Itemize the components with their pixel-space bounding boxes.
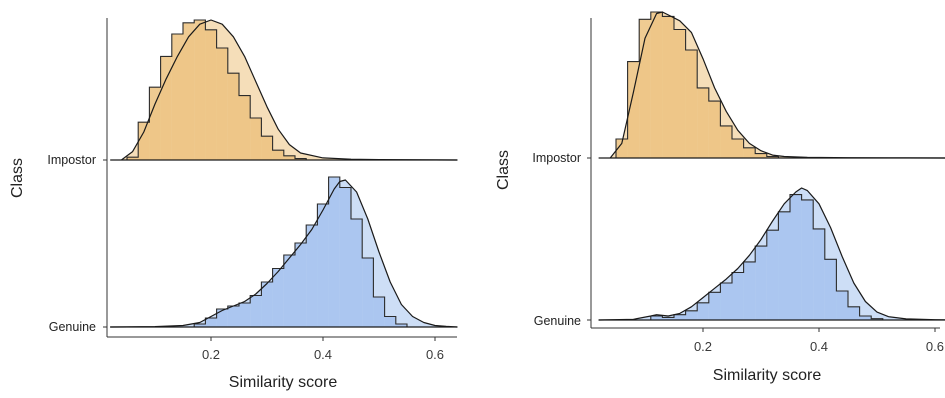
right-impostor-histogram-bar	[685, 50, 698, 158]
right-genuine-histogram-bar	[790, 194, 802, 320]
right-x-tick-label-0.6: 0.6	[926, 339, 944, 354]
right-panel: Similarity score Class Impostor Genuine …	[495, 11, 945, 384]
left-impostor-histogram-bar	[283, 155, 295, 160]
left-impostor-histogram-bar	[272, 150, 284, 160]
right-impostor-histogram-bar	[720, 125, 732, 158]
right-genuine-histogram-bar	[824, 259, 837, 320]
right-x-tick-label-0.4: 0.4	[810, 339, 828, 354]
right-genuine-histogram-bar	[650, 316, 663, 320]
right-genuine-histogram-bar	[732, 272, 744, 320]
left-category-label-impostor: Impostor	[47, 153, 96, 167]
left-genuine-histogram-bar	[328, 177, 340, 327]
left-impostor-histogram-bar	[205, 29, 217, 160]
right-impostor-histogram-bar	[708, 101, 721, 158]
right-genuine-histogram-bar	[813, 228, 825, 320]
left-impostor-histogram-bar	[149, 87, 161, 160]
left-x-tick-label-0.2: 0.2	[202, 347, 220, 362]
left-genuine-histogram-bar	[250, 295, 262, 327]
right-impostor-histogram-bar	[650, 12, 663, 158]
right-genuine-histogram-bar	[859, 316, 872, 320]
right-impostor-histogram-bar	[639, 19, 651, 158]
right-impostor-histogram-bar	[766, 156, 779, 158]
left-genuine-density-curve	[110, 179, 458, 328]
left-x-axis-title: Similarity score	[229, 374, 338, 391]
right-impostor-histogram-bar	[743, 147, 756, 158]
right-genuine-histogram-bar	[697, 302, 709, 320]
left-impostor-histogram-bar	[216, 48, 228, 160]
left-genuine-histogram-bar	[373, 297, 385, 327]
left-impostor-histogram-bar	[138, 122, 150, 160]
left-genuine-histogram-bar	[384, 316, 396, 327]
left-genuine-histogram-bar	[395, 324, 407, 327]
right-impostor-histogram-bar	[732, 139, 744, 158]
left-y-axis-title: Class	[9, 158, 26, 198]
right-genuine-histogram-outline	[650, 194, 884, 320]
left-genuine-histogram-bar	[295, 243, 307, 327]
right-genuine-histogram-bar	[801, 199, 814, 320]
left-impostor-histogram-bar	[171, 34, 183, 160]
left-impostor-histogram-bar	[250, 118, 262, 160]
right-genuine-histogram-bar	[766, 230, 779, 320]
left-impostor-histogram-bar	[261, 136, 273, 160]
left-impostor-density-curve	[121, 19, 458, 161]
right-category-label-genuine: Genuine	[534, 314, 581, 328]
right-category-label-impostor: Impostor	[532, 151, 581, 165]
right-impostor-histogram-bar	[674, 29, 686, 158]
left-impostor-histogram-bar	[239, 95, 251, 160]
right-genuine-histogram-bar	[720, 283, 732, 320]
right-genuine-histogram-bar	[662, 317, 674, 320]
right-impostor-histogram-bar	[627, 61, 640, 158]
left-genuine-histogram-bar	[283, 255, 295, 327]
left-genuine-histogram-bar	[272, 268, 284, 327]
right-impostor-histogram-bar	[755, 153, 767, 158]
right-impostor-histogram-bar	[616, 139, 628, 158]
right-genuine-histogram-bar	[871, 318, 883, 320]
right-x-axis-title: Similarity score	[713, 367, 822, 384]
left-impostor-histogram-bar	[227, 73, 239, 160]
left-impostor-histogram-bar	[127, 157, 139, 160]
right-genuine-histogram-bar	[708, 292, 721, 320]
left-genuine-histogram-bar	[205, 318, 217, 327]
left-genuine-histogram-bar	[227, 306, 239, 327]
left-genuine-histogram-bar	[261, 282, 273, 327]
left-impostor-histogram-bar	[160, 56, 172, 160]
right-genuine-histogram-bar	[755, 246, 767, 320]
left-genuine-histogram-bar	[351, 219, 363, 327]
left-impostor-histogram-outline	[126, 19, 307, 160]
left-impostor-histogram-bar	[295, 158, 307, 160]
right-genuine-histogram-bar	[743, 261, 756, 320]
right-genuine-histogram-bar	[848, 306, 860, 320]
right-genuine-histogram-bar	[836, 291, 848, 320]
right-genuine-histogram-bar	[778, 211, 790, 320]
left-impostor-histogram-bar	[194, 20, 206, 160]
left-genuine-histogram-bar	[306, 225, 318, 327]
left-x-tick-label-0.6: 0.6	[426, 347, 444, 362]
left-genuine-histogram-bar	[194, 324, 206, 327]
right-impostor-histogram-bar	[662, 16, 674, 159]
right-genuine-density-curve	[598, 187, 945, 321]
right-genuine-histogram-bar	[674, 314, 686, 320]
left-category-label-genuine: Genuine	[49, 320, 96, 334]
right-y-axis-title: Class	[495, 150, 512, 190]
left-panel: Similarity score Class Impostor Genuine …	[9, 18, 458, 391]
right-x-tick-label-0.2: 0.2	[694, 339, 712, 354]
left-genuine-histogram-bar	[317, 204, 329, 327]
left-genuine-histogram-bar	[339, 187, 351, 327]
right-impostor-density-curve	[609, 11, 945, 159]
left-genuine-histogram-bar	[239, 303, 251, 327]
left-genuine-histogram-bar	[216, 309, 228, 327]
right-impostor-histogram-outline	[615, 11, 779, 158]
left-impostor-histogram-bar	[183, 22, 195, 160]
left-genuine-histogram-outline	[193, 176, 408, 327]
right-genuine-histogram-bar	[685, 310, 698, 320]
left-x-tick-label-0.4: 0.4	[314, 347, 332, 362]
right-impostor-histogram-bar	[697, 87, 709, 158]
left-genuine-histogram-bar	[362, 258, 374, 327]
